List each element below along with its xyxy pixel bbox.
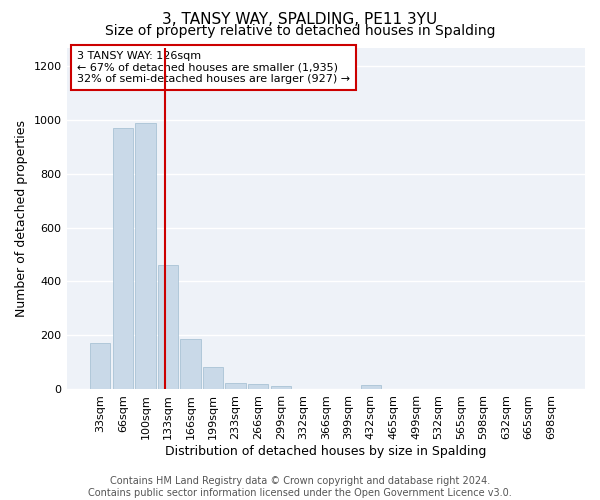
Text: 3 TANSY WAY: 126sqm
← 67% of detached houses are smaller (1,935)
32% of semi-det: 3 TANSY WAY: 126sqm ← 67% of detached ho… bbox=[77, 51, 350, 84]
Text: Size of property relative to detached houses in Spalding: Size of property relative to detached ho… bbox=[105, 24, 495, 38]
Y-axis label: Number of detached properties: Number of detached properties bbox=[15, 120, 28, 316]
Bar bbox=[248, 384, 268, 389]
Text: 3, TANSY WAY, SPALDING, PE11 3YU: 3, TANSY WAY, SPALDING, PE11 3YU bbox=[163, 12, 437, 28]
Bar bbox=[113, 128, 133, 389]
Bar bbox=[203, 368, 223, 389]
X-axis label: Distribution of detached houses by size in Spalding: Distribution of detached houses by size … bbox=[165, 444, 487, 458]
Bar bbox=[90, 344, 110, 389]
Bar bbox=[181, 339, 200, 389]
Text: Contains HM Land Registry data © Crown copyright and database right 2024.
Contai: Contains HM Land Registry data © Crown c… bbox=[88, 476, 512, 498]
Bar bbox=[226, 383, 246, 389]
Bar bbox=[361, 385, 381, 389]
Bar bbox=[135, 123, 155, 389]
Bar bbox=[158, 266, 178, 389]
Bar bbox=[271, 386, 291, 389]
